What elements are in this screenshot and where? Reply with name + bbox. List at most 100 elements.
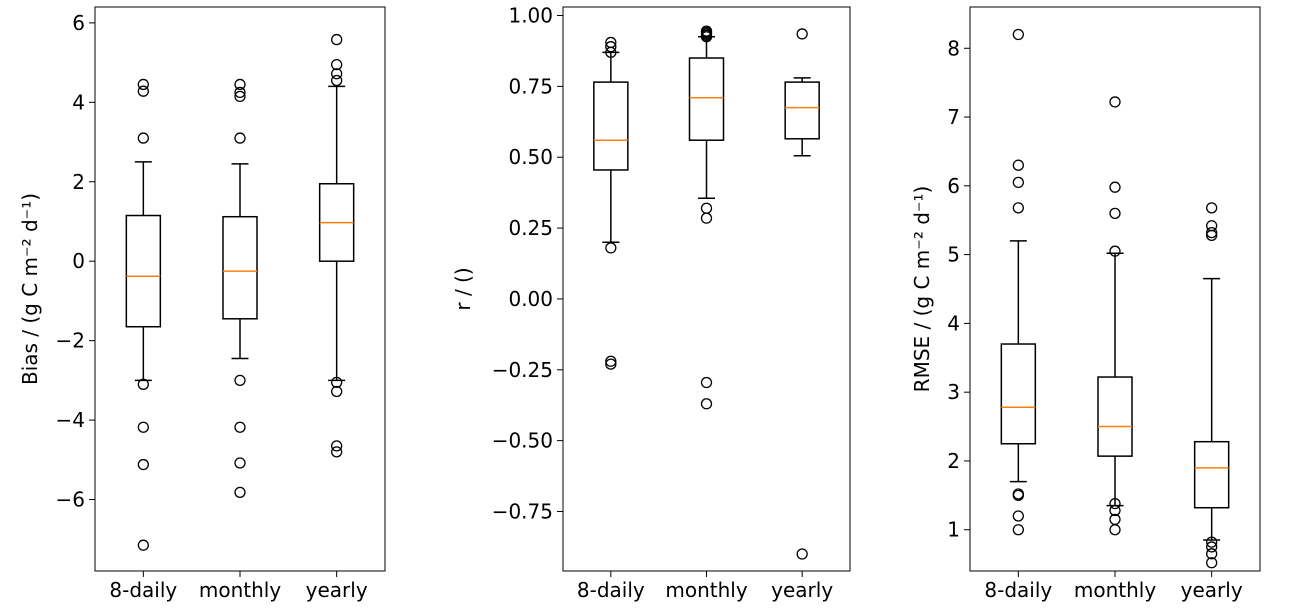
outlier-point: [1012, 176, 1024, 189]
x-tick-label: yearly: [771, 578, 833, 602]
box-8-daily: [125, 78, 162, 551]
y-tick-label: 6: [947, 174, 960, 198]
outlier-point: [137, 421, 149, 433]
outlier-point: [137, 78, 149, 91]
outlier-point: [331, 446, 343, 458]
y-tick-label: 6: [72, 11, 85, 35]
outlier-point: [331, 33, 343, 46]
outlier-point: [331, 385, 343, 398]
outlier-point: [1109, 96, 1121, 108]
outlier-point: [1206, 229, 1218, 242]
outlier-point: [234, 90, 246, 103]
y-tick-label: 2: [72, 170, 85, 194]
box-iqr: [784, 81, 820, 140]
outlier-point: [1206, 548, 1218, 560]
outlier-point: [605, 41, 617, 53]
y-tick-label: −0.25: [492, 358, 553, 382]
outlier-point: [234, 78, 246, 91]
outlier-point: [137, 85, 149, 97]
x-tick-label: monthly: [665, 578, 747, 602]
y-tick-label: 7: [947, 105, 960, 129]
outlier-point: [796, 28, 808, 40]
outlier-point: [700, 376, 713, 389]
outlier-point: [331, 68, 343, 80]
y-axis-label: r / (): [451, 267, 475, 310]
outlier-point: [1109, 207, 1121, 219]
outlier-point: [1012, 159, 1024, 171]
y-tick-label: 1.00: [508, 4, 553, 28]
y-tick-label: 0.50: [508, 145, 553, 169]
x-tick-label: 8-daily: [109, 578, 177, 602]
outlier-point: [1109, 245, 1121, 257]
axes-frame: [562, 6, 851, 572]
x-tick-label: 8-daily: [577, 578, 645, 602]
outlier-point: [1012, 202, 1024, 214]
outlier-point: [700, 398, 713, 410]
outlier-point: [234, 486, 246, 499]
outlier-point: [1109, 504, 1121, 517]
outlier-point: [331, 376, 343, 388]
outlier-point: [1109, 524, 1121, 536]
x-tick-label: monthly: [1074, 578, 1156, 602]
x-tick-label: monthly: [199, 578, 281, 602]
outlier-point: [234, 86, 246, 99]
outlier-point: [1206, 536, 1218, 548]
outlier-point: [1206, 202, 1218, 214]
outlier-point: [1206, 541, 1218, 553]
box-8-daily: [1000, 28, 1037, 536]
outlier-point: [1012, 524, 1024, 536]
outlier-point: [137, 132, 149, 144]
outlier-point: [234, 457, 246, 469]
box-iqr: [1193, 440, 1230, 509]
box-yearly: [318, 33, 355, 458]
outlier-point: [1109, 181, 1121, 193]
outlier-point: [234, 374, 246, 387]
y-tick-label: 4: [947, 311, 960, 335]
y-tick-label: −0.50: [492, 429, 553, 453]
outlier-point: [700, 202, 713, 214]
box-iqr: [125, 214, 162, 328]
outlier-point: [234, 421, 246, 433]
y-tick-label: 5: [947, 243, 960, 267]
panel-1: −6 −4 −2 0 2 4 6 8-daily monthly yearly Bias / (g …: [18, 6, 386, 602]
y-tick-label: −4: [56, 408, 85, 432]
y-tick-label: 0.00: [508, 287, 553, 311]
outlier-point: [605, 46, 617, 58]
y-axis-label: RMSE / (g C m⁻² d⁻¹): [910, 186, 934, 393]
y-tick-label: 0: [72, 249, 85, 273]
outlier-point: [605, 242, 617, 254]
outlier-point: [137, 378, 149, 390]
x-tick-label: yearly: [306, 578, 368, 602]
outlier-point: [331, 74, 343, 87]
outlier-point: [137, 539, 149, 551]
box-monthly: [222, 78, 258, 499]
box-yearly: [1193, 202, 1230, 569]
box-iqr: [593, 81, 629, 171]
outlier-point: [331, 58, 343, 71]
y-tick-label: 0.75: [508, 74, 553, 98]
outlier-point: [1012, 28, 1024, 41]
box-iqr: [1000, 343, 1037, 445]
box-iqr: [688, 57, 725, 141]
x-tick-label: 8-daily: [984, 578, 1052, 602]
outlier-point: [1206, 557, 1218, 569]
box-iqr: [1097, 376, 1133, 457]
y-tick-label: 8: [947, 36, 960, 60]
panel-2: −0.75 −0.50 −0.25 0.00 0.25 0.50 0.75 1.00 8-dai…: [451, 4, 851, 602]
panel-3: 1 2 3 4 5 6 7 8 8-daily monthly yearly RMSE / (g C …: [910, 6, 1261, 602]
box-monthly: [688, 25, 725, 410]
outlier-point: [605, 355, 617, 367]
y-tick-label: −0.75: [492, 499, 553, 523]
y-tick-label: 4: [72, 90, 85, 114]
outlier-point: [234, 132, 246, 144]
box-iqr: [222, 215, 258, 320]
y-tick-label: 1: [947, 518, 960, 542]
outlier-point: [1012, 489, 1024, 501]
outlier-point: [137, 458, 149, 471]
box-8-daily: [593, 36, 629, 370]
y-tick-label: 0.25: [508, 216, 553, 240]
box-monthly: [1097, 96, 1133, 536]
y-tick-label: 3: [947, 380, 960, 404]
outlier-point: [796, 548, 808, 560]
